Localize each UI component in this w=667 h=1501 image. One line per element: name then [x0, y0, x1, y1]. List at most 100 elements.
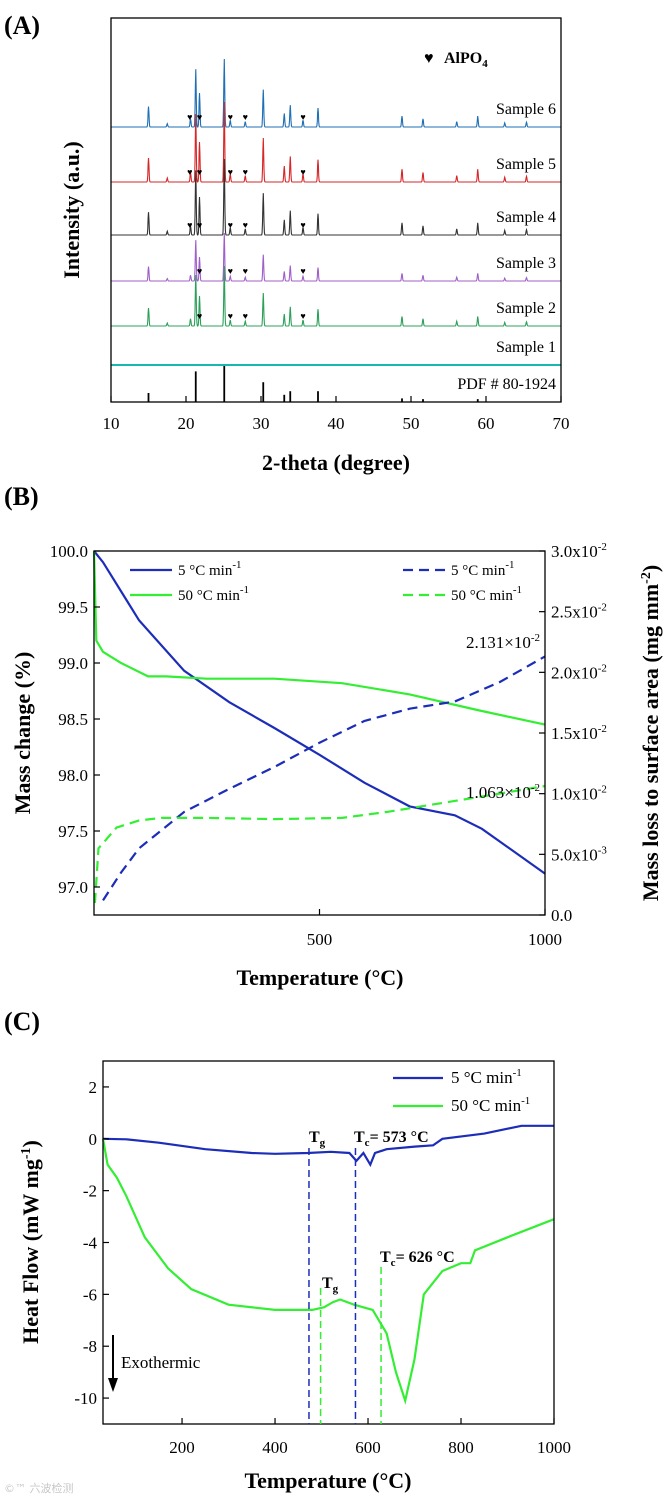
pattern-label-2: Sample 4	[496, 209, 556, 226]
legend-label-0: 5 °C min-1	[451, 1067, 522, 1087]
panel-a-y-axis-title: Intensity (a.u.)	[59, 141, 84, 279]
alpo4-peak-marker-0-0: ♥	[187, 112, 192, 122]
x-tick-label-5: 60	[478, 414, 495, 433]
panel-b-annotations: 2.131×10-2 1.063×10-2	[466, 632, 540, 802]
x-tick-label-0: 500	[307, 930, 333, 949]
x-tick-label-4: 1000	[537, 1438, 571, 1457]
panel-b-right-axis-title: Mass loss to surface area (mg mm-2)	[638, 565, 663, 901]
alpo4-peak-marker-2-4: ♥	[300, 220, 305, 230]
pattern-label-4: Sample 2	[496, 300, 556, 317]
right-tick-label-5: 2.5x10-2	[551, 602, 607, 622]
mass-loss-annotation-1: 1.063×10-2	[466, 782, 540, 802]
left-tick-label-1: 97.5	[58, 822, 88, 841]
pattern-0	[111, 58, 561, 128]
pattern-label-0: Sample 6	[496, 101, 556, 118]
exothermic-indicator: Exothermic	[108, 1335, 201, 1392]
marker-label-0: Tg	[309, 1129, 326, 1149]
panel-b-label: (B)	[4, 482, 39, 511]
dsc-curve-0	[102, 1124, 554, 1168]
legend-label-1: 50 °C min-1	[451, 1095, 530, 1115]
tga-curve-0	[93, 550, 546, 875]
alpo4-peak-marker-3-3: ♥	[300, 266, 305, 276]
alpo4-peak-marker-3-0: ♥	[197, 266, 202, 276]
alpo4-peak-marker-1-2: ♥	[228, 167, 233, 177]
panel-a-legend-label: AlPO4	[444, 50, 488, 70]
x-tick-label-1: 400	[262, 1438, 288, 1457]
pattern-2	[111, 158, 561, 236]
alpo4-peak-marker-4-2: ♥	[243, 311, 248, 321]
legend-label-1: 50 °C min-1	[178, 584, 249, 604]
x-tick-label-3: 800	[448, 1438, 474, 1457]
right-tick-label-4: 2.0x10-2	[551, 662, 607, 682]
alpo4-peak-marker-4-3: ♥	[300, 311, 305, 321]
marker-label-1: Tc= 573 °C	[354, 1129, 429, 1149]
panel-c-y-axis-title: Heat Flow (mW mg-1)	[18, 1140, 43, 1344]
mass-loss-annotation-0: 2.131×10-2	[466, 632, 540, 652]
x-tick-label-2: 600	[355, 1438, 381, 1457]
reference-label: PDF # 80-1924	[457, 376, 556, 393]
marker-label-3: Tc= 626 °C	[380, 1249, 455, 1269]
y-tick-label-0: 2	[89, 1078, 98, 1097]
alpo4-peak-marker-0-2: ♥	[228, 112, 233, 122]
left-tick-label-4: 99.0	[58, 654, 88, 673]
x-tick-label-6: 70	[553, 414, 570, 433]
panel-c-ticks: 2 0 -2 -4 -6 -8 -10 200 400 600 800 1000	[74, 1078, 571, 1457]
left-tick-label-0: 97.0	[58, 878, 88, 897]
panel-b-plot	[92, 550, 546, 903]
panel-a-legend-marker: ♥	[424, 50, 434, 67]
panel-c-markers: Tg Tc= 573 °C Tg Tc= 626 °C	[308, 1129, 455, 1424]
x-tick-label-3: 40	[328, 414, 345, 433]
alpo4-peak-marker-1-0: ♥	[187, 167, 192, 177]
panel-a-label: (A)	[4, 11, 40, 40]
alpo4-peak-marker-2-0: ♥	[187, 220, 192, 230]
alpo4-peak-marker-2-1: ♥	[197, 220, 202, 230]
alpo4-peak-marker-2-3: ♥	[243, 220, 248, 230]
panel-a-legend: ♥ AlPO4	[424, 50, 488, 70]
panel-b-ticks: 97.0 97.5 98.0 98.5 99.0 99.5 100.0 0.0 5.0x10-3…	[50, 541, 608, 949]
alpo4-peak-marker-3-2: ♥	[243, 266, 248, 276]
alpo4-peak-marker-0-1: ♥	[197, 112, 202, 122]
panel-b-left-axis-title: Mass change (%)	[10, 652, 35, 815]
panel-a: (A) Sample 6♥ ♥ ♥ ♥ ♥Sample 5♥ ♥ ♥ ♥ ♥Sample 4♥ ♥…	[4, 11, 570, 475]
panel-c-x-axis-title: Temperature (°C)	[244, 1468, 411, 1493]
alpo4-peak-marker-0-4: ♥	[300, 112, 305, 122]
x-tick-label-2: 30	[253, 414, 270, 433]
pattern-label-5: Sample 1	[496, 339, 556, 356]
right-tick-label-6: 3.0x10-2	[551, 541, 607, 561]
x-tick-label-0: 200	[169, 1438, 195, 1457]
right-tick-label-2: 1.0x10-2	[551, 784, 607, 804]
alpo4-peak-marker-2-2: ♥	[228, 220, 233, 230]
panel-a-x-ticks: 10 20 30 40 50 60 70	[103, 396, 570, 433]
pattern-4	[111, 265, 561, 327]
pattern-3	[111, 232, 561, 282]
x-tick-label-1: 1000	[528, 930, 562, 949]
left-tick-label-6: 100.0	[50, 542, 88, 561]
right-tick-label-3: 1.5x10-2	[551, 723, 607, 743]
legend-label-0: 5 °C min-1	[178, 559, 242, 579]
alpo4-peak-marker-1-1: ♥	[197, 167, 202, 177]
pattern-label-3: Sample 3	[496, 255, 556, 272]
y-tick-label-1: 0	[89, 1130, 98, 1149]
y-tick-label-5: -8	[83, 1337, 97, 1356]
panel-b-x-axis-title: Temperature (°C)	[236, 965, 403, 990]
x-tick-label-1: 20	[178, 414, 195, 433]
alpo4-peak-marker-4-0: ♥	[197, 311, 202, 321]
panel-b: (B) Mass change (%) Mass loss to surface…	[4, 482, 663, 990]
left-tick-label-5: 99.5	[58, 598, 88, 617]
alpo4-peak-marker-0-3: ♥	[243, 112, 248, 122]
panel-a-plot: Sample 6 ♥ ♥ ♥ ♥ ♥ Sample 5 ♥ ♥ ♥ ♥ ♥ Sample 4 ♥ ♥ ♥ ♥ ♥ S…	[111, 58, 561, 402]
panel-b-legend: 5 °C min-1 50 °C min-1 5 °C min-1 50 °C min…	[130, 559, 522, 604]
panel-c: (C) Heat Flow (mW mg-1) Temperature (°C)…	[4, 1007, 571, 1493]
tga-curve-2	[102, 655, 546, 901]
panel-c-label: (C)	[4, 1007, 40, 1036]
marker-label-2: Tg	[322, 1275, 339, 1295]
panel-c-legend: 5 °C min-1 50 °C min-1	[393, 1067, 530, 1115]
right-tick-label-0: 0.0	[551, 906, 572, 925]
panel-b-plot-frame	[93, 550, 546, 916]
x-tick-label-4: 50	[403, 414, 420, 433]
alpo4-peak-marker-1-4: ♥	[300, 167, 305, 177]
dsc-curve-1	[101, 1138, 555, 1405]
tga-curve-1	[92, 550, 546, 726]
panel-a-x-axis-title: 2-theta (degree)	[262, 450, 410, 475]
